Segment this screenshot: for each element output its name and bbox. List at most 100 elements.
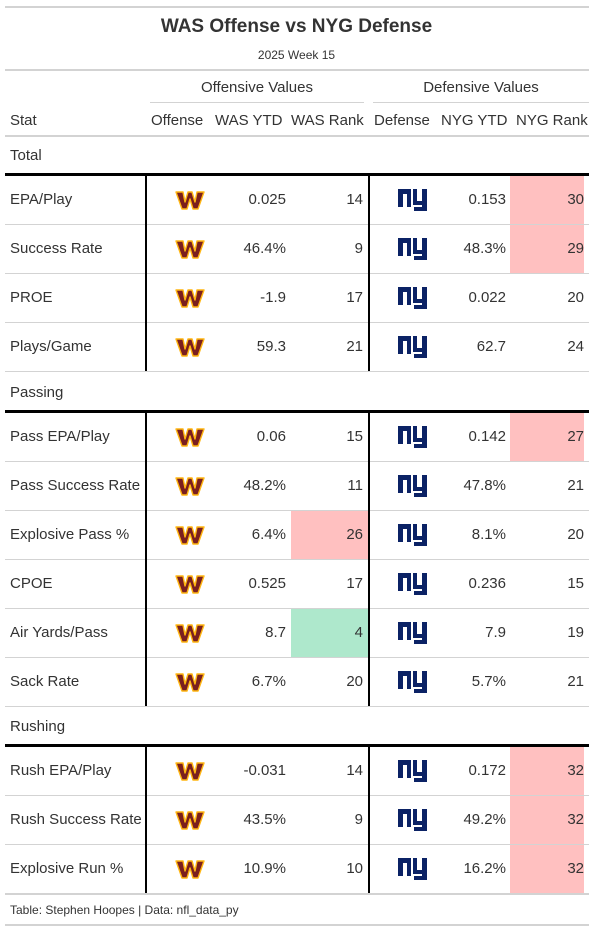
nyg-rank-value: 32 bbox=[510, 747, 584, 795]
was-rank-value: 20 bbox=[346, 673, 363, 690]
commanders-w-logo-icon bbox=[175, 477, 205, 496]
spanner-line-offense bbox=[150, 102, 364, 103]
was-rank-value: 21 bbox=[346, 338, 363, 355]
nyg-rank-value: 21 bbox=[567, 477, 584, 494]
was-ytd-value: 46.4% bbox=[243, 240, 286, 257]
table-row: Rush Success Rate 43.5% 9 49.2% 32 bbox=[5, 796, 589, 845]
nyg-rank-value: 27 bbox=[510, 413, 584, 461]
was-rank-value: 26 bbox=[291, 511, 368, 559]
giants-ny-logo-icon bbox=[398, 809, 427, 831]
giants-ny-logo-icon bbox=[398, 189, 427, 211]
table-row: Explosive Pass % 6.4% 26 8.1% 20 bbox=[5, 511, 589, 560]
giants-ny-logo-icon bbox=[398, 760, 427, 782]
commanders-w-logo-icon bbox=[175, 526, 205, 545]
nyg-ytd-value: 47.8% bbox=[463, 477, 506, 494]
col-header-off-rank: WAS Rank bbox=[291, 112, 364, 129]
footer-border bbox=[5, 924, 589, 926]
nyg-rank-value: 20 bbox=[567, 289, 584, 306]
offense-logo bbox=[175, 475, 205, 502]
nyg-rank-value: 32 bbox=[510, 845, 584, 893]
spanner-line-defense bbox=[373, 102, 589, 103]
table-row: Sack Rate 6.7% 20 5.7% 21 bbox=[5, 658, 589, 707]
row-divider bbox=[5, 844, 589, 845]
stat-label: Explosive Run % bbox=[10, 860, 124, 877]
stat-label: EPA/Play bbox=[10, 191, 73, 208]
commanders-w-logo-icon bbox=[175, 338, 205, 357]
stat-label: Sack Rate bbox=[10, 673, 80, 690]
table-title: WAS Offense vs NYG Defense bbox=[160, 16, 433, 37]
col-header-def-ytd: NYG YTD bbox=[441, 112, 508, 129]
row-divider bbox=[5, 224, 589, 225]
giants-ny-logo-icon bbox=[398, 336, 427, 358]
was-rank-value: 15 bbox=[346, 428, 363, 445]
nyg-ytd-value: 0.153 bbox=[468, 191, 506, 208]
was-ytd-value: 59.3 bbox=[256, 338, 286, 355]
col-header-offense: Offense bbox=[151, 112, 204, 129]
nyg-ytd-value: 49.2% bbox=[463, 811, 506, 828]
offense-logo bbox=[175, 622, 205, 649]
table-top-border bbox=[5, 6, 589, 8]
defense-logo bbox=[397, 285, 429, 316]
offense-column-border bbox=[145, 174, 147, 371]
stat-label: CPOE bbox=[10, 575, 53, 592]
row-divider bbox=[5, 322, 589, 323]
group-top-border bbox=[5, 173, 589, 176]
was-rank-value: 17 bbox=[346, 575, 363, 592]
table-row: Success Rate 46.4% 9 48.3% 29 bbox=[5, 225, 589, 274]
commanders-w-logo-icon bbox=[175, 762, 205, 781]
offense-logo bbox=[175, 573, 205, 600]
header-divider bbox=[5, 69, 589, 71]
defense-logo bbox=[397, 669, 429, 700]
was-ytd-value: 10.9% bbox=[243, 860, 286, 877]
giants-ny-logo-icon bbox=[398, 524, 427, 546]
was-ytd-value: 0.06 bbox=[256, 428, 286, 445]
giants-ny-logo-icon bbox=[398, 287, 427, 309]
was-ytd-value: 48.2% bbox=[243, 477, 286, 494]
defense-logo bbox=[397, 807, 429, 838]
was-rank-value: 9 bbox=[354, 811, 363, 828]
stat-label: Pass EPA/Play bbox=[10, 428, 110, 445]
spanner-defensive-values: Defensive Values bbox=[423, 79, 539, 96]
row-divider bbox=[5, 461, 589, 462]
row-divider bbox=[5, 795, 589, 796]
col-header-off-ytd: WAS YTD bbox=[215, 112, 283, 129]
stat-label: Rush Success Rate bbox=[10, 811, 142, 828]
row-divider bbox=[5, 657, 589, 658]
offense-logo bbox=[175, 336, 205, 363]
was-ytd-value: 6.4% bbox=[251, 526, 286, 543]
group-label-rushing: Rushing bbox=[10, 718, 66, 735]
commanders-w-logo-icon bbox=[175, 811, 205, 830]
nyg-ytd-value: 0.172 bbox=[468, 762, 506, 779]
offense-logo bbox=[175, 238, 205, 265]
table-bottom-border bbox=[5, 893, 589, 895]
table-row: Pass Success Rate 48.2% 11 47.8% 21 bbox=[5, 462, 589, 511]
commanders-w-logo-icon bbox=[175, 860, 205, 879]
was-ytd-value: 0.525 bbox=[248, 575, 286, 592]
table-row: EPA/Play 0.025 14 0.153 30 bbox=[5, 176, 589, 225]
nyg-ytd-value: 48.3% bbox=[463, 240, 506, 257]
commanders-w-logo-icon bbox=[175, 289, 205, 308]
defense-logo bbox=[397, 620, 429, 651]
nyg-rank-value: 20 bbox=[567, 526, 584, 543]
nyg-rank-value: 32 bbox=[510, 796, 584, 844]
was-rank-value: 17 bbox=[346, 289, 363, 306]
nyg-rank-value: 21 bbox=[567, 673, 584, 690]
defense-column-border bbox=[368, 411, 370, 706]
col-header-stat: Stat bbox=[10, 112, 37, 129]
giants-ny-logo-icon bbox=[398, 671, 427, 693]
table-row: Rush EPA/Play -0.031 14 0.172 32 bbox=[5, 747, 589, 796]
row-divider bbox=[5, 559, 589, 560]
col-header-def-rank: NYG Rank bbox=[516, 112, 588, 129]
nyg-rank-value: 30 bbox=[510, 176, 584, 224]
table-row: Air Yards/Pass 8.7 4 7.9 19 bbox=[5, 609, 589, 658]
offense-logo bbox=[175, 524, 205, 551]
defense-logo bbox=[397, 334, 429, 365]
nyg-ytd-value: 8.1% bbox=[471, 526, 506, 543]
stat-label: Success Rate bbox=[10, 240, 103, 257]
commanders-w-logo-icon bbox=[175, 428, 205, 447]
table-row: Explosive Run % 10.9% 10 16.2% 32 bbox=[5, 845, 589, 894]
offense-logo bbox=[175, 189, 205, 216]
was-rank-value: 4 bbox=[291, 609, 368, 657]
table-row: CPOE 0.525 17 0.236 15 bbox=[5, 560, 589, 609]
